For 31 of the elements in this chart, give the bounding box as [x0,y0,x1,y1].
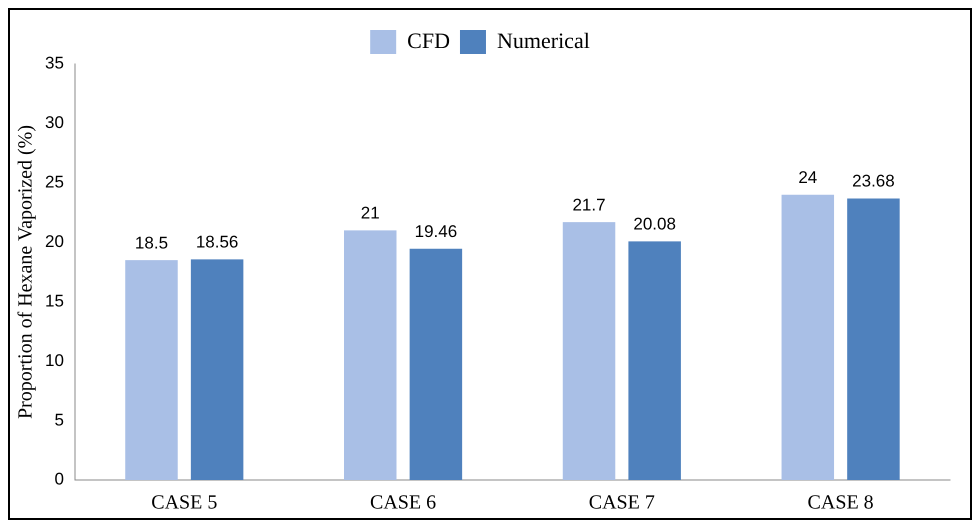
y-tick-label: 15 [44,291,64,310]
data-label: 19.46 [414,222,458,241]
bar [410,248,462,480]
bar [628,241,681,480]
y-tick-label: 35 [44,54,64,73]
bar [562,222,616,480]
x-tick-label: CASE 8 [808,491,874,514]
data-label: 23.68 [852,172,895,191]
bar [125,260,178,480]
bar [782,194,834,480]
y-tick-label: 10 [44,350,64,370]
bar [190,259,244,480]
legend-label: CFD [407,28,450,53]
y-tick-label: 0 [54,470,64,489]
data-label: 18.5 [134,233,168,252]
data-label: 24 [798,168,818,187]
data-label: 21 [360,204,380,223]
data-label: 18.56 [196,232,238,252]
legend-label: Numerical [496,28,590,53]
data-label: 20.08 [633,214,676,234]
bar [847,198,900,480]
y-tick-label: 30 [44,113,64,132]
y-tick-label: 5 [54,410,64,430]
x-tick-label: CASE 7 [588,491,655,514]
y-axis-title: Proportion of Hexane Vaporized (%) [14,125,36,419]
bar [344,230,397,480]
x-tick-label: CASE 5 [151,491,218,514]
y-tick-label: 20 [44,232,64,251]
x-tick-label: CASE 6 [370,491,436,514]
y-tick-label: 25 [44,172,64,192]
data-label: 21.7 [572,195,606,214]
